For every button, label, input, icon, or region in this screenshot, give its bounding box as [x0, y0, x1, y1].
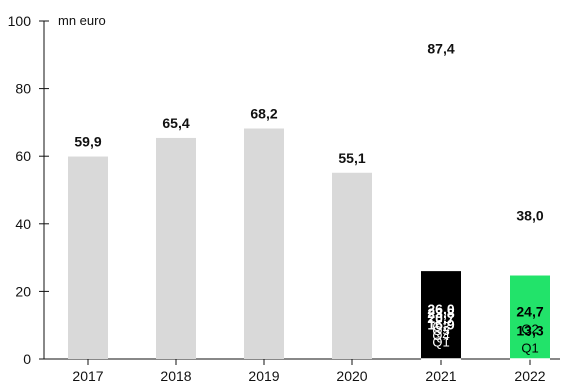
segment-quarter-label: Q2: [521, 321, 538, 336]
segment-value-label: 16,9: [427, 316, 454, 332]
bar-total-label-2021: 87,4: [427, 41, 454, 57]
segment-quarter-label: Q1: [432, 334, 449, 349]
x-tick-label: 2017: [72, 368, 103, 384]
segment-value-label: 13,3: [516, 323, 543, 339]
bar-segment-2022-q2: [510, 275, 550, 359]
y-tick-label: 80: [15, 81, 31, 97]
bar-2017: [68, 156, 108, 359]
bar-2019: [244, 128, 284, 359]
x-tick-label: 2019: [248, 368, 279, 384]
segment-quarter-label: Q2: [432, 319, 449, 334]
x-tick-label: 2018: [160, 368, 191, 384]
y-unit-label: mn euro: [58, 13, 106, 28]
chart-bars: [68, 128, 550, 360]
bar-2020: [332, 172, 372, 359]
segment-quarter-label: Q4: [432, 328, 449, 343]
chart-axes: 0 20 40 60 80 100 mn euro 2017 2018 2019 2020 2021 2…: [8, 13, 560, 384]
y-tick-label: 20: [15, 283, 31, 299]
y-tick-label: 0: [23, 351, 31, 367]
bar-total-label-2017: 59,9: [74, 134, 101, 150]
y-tick-label: 100: [8, 13, 32, 29]
bar-total-label-2022: 38,0: [516, 208, 543, 224]
y-tick-label: 40: [15, 216, 31, 232]
chart-labels: 59,965,468,255,116,9Q126,0Q223,8Q320,7Q4…: [74, 41, 543, 356]
bar-total-label-2018: 65,4: [162, 115, 189, 131]
segment-value-label: 23,8: [427, 305, 454, 321]
segment-value-label: 24,7: [516, 303, 543, 319]
y-tick-label: 60: [15, 148, 31, 164]
bar-total-label-2019: 68,2: [250, 105, 277, 121]
x-tick-label: 2020: [336, 368, 367, 384]
segment-quarter-label: Q1: [521, 341, 538, 356]
x-tick-label: 2022: [514, 368, 545, 384]
bar-total-label-2020: 55,1: [338, 150, 365, 166]
x-tick-label: 2021: [425, 368, 456, 384]
segment-value-label: 26,0: [427, 301, 454, 317]
bar-2018: [156, 137, 196, 359]
segment-quarter-label: Q3: [432, 323, 449, 338]
segment-value-label: 20,7: [427, 310, 454, 326]
bar-segment-2021-q4: [421, 289, 461, 359]
